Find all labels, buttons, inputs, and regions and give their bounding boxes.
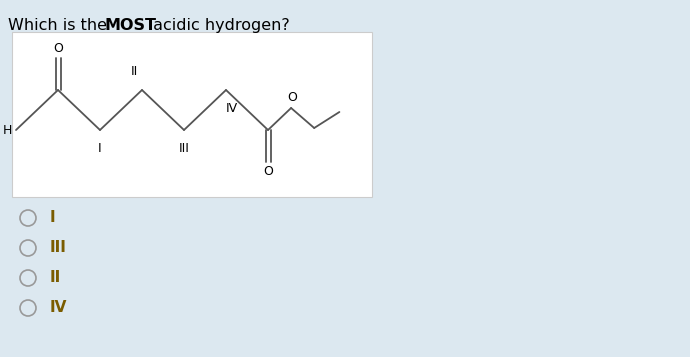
Text: II: II (50, 271, 61, 286)
Text: III: III (179, 142, 190, 155)
Text: I: I (98, 142, 102, 155)
Text: I: I (50, 211, 56, 226)
FancyBboxPatch shape (12, 32, 372, 197)
Text: IV: IV (50, 301, 68, 316)
Text: II: II (130, 65, 137, 78)
Text: IV: IV (226, 102, 238, 115)
Text: Which is the: Which is the (8, 18, 112, 33)
Text: O: O (263, 165, 273, 178)
Text: O: O (53, 42, 63, 55)
Text: H: H (3, 124, 12, 136)
Text: O: O (287, 91, 297, 104)
Text: acidic hydrogen?: acidic hydrogen? (148, 18, 290, 33)
Text: MOST: MOST (105, 18, 157, 33)
Text: III: III (50, 241, 67, 256)
